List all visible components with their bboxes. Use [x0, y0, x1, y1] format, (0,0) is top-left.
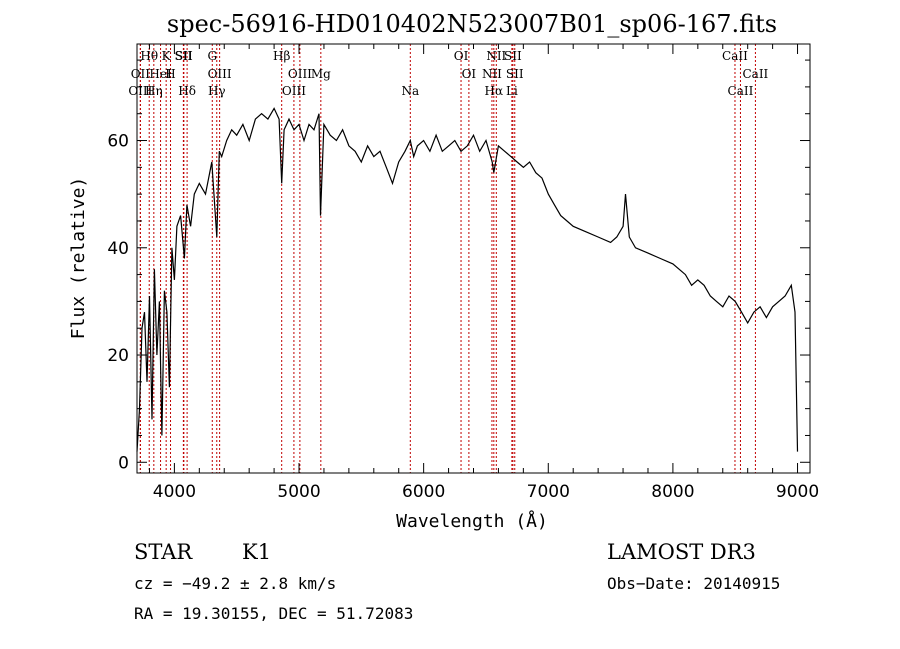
y-tick-label: 60: [107, 132, 129, 152]
y-axis-label: Flux (relative): [68, 177, 89, 340]
spectral-line-label: CaII: [722, 49, 748, 63]
spectral-line-label: Li: [506, 84, 518, 98]
spectral-line-label: Hθ: [140, 49, 158, 63]
y-tick-label: 0: [118, 453, 129, 473]
coordinates-readout: RA = 19.30155, DEC = 51.72083: [134, 604, 414, 623]
spectral-line-label: OII: [131, 67, 151, 81]
survey-name: LAMOST DR3: [607, 540, 756, 564]
spectral-line-label: Hγ: [208, 84, 226, 98]
y-tick-label: 20: [107, 346, 129, 366]
spectral-line-label: HeI: [149, 67, 172, 81]
spectral-line-label: Hβ: [273, 49, 290, 63]
spectral-line-label: OI: [462, 67, 477, 81]
spectral-line-label: K: [162, 49, 172, 63]
spectral-line-label: G: [207, 49, 217, 63]
spectral-line-label: Na: [401, 84, 419, 98]
spectral-line-label: H: [165, 67, 175, 81]
spectral-line-label: Hδ: [178, 84, 196, 98]
spectral-line-label: CaII: [728, 84, 754, 98]
spectral-line-label: SII: [175, 49, 193, 63]
spectral-line-markers: [139, 44, 756, 473]
spectral-line-label: NII: [482, 67, 502, 81]
spectral-line-label: NII: [486, 49, 506, 63]
spectral-line-label: OIII: [128, 84, 152, 98]
spectral-line-label: OI: [454, 49, 469, 63]
x-axis-label: Wavelength (Å): [396, 510, 548, 532]
spectral-line-label: Mg: [311, 67, 331, 81]
x-axis-ticks: 4000 5000 6000 7000 8000 9000: [148, 44, 819, 502]
redshift-readout: cz = −49.2 ± 2.8 km/s: [134, 574, 337, 593]
y-axis-ticks: 0 20 40 60: [107, 59, 810, 473]
spectral-line-label: SII: [504, 49, 522, 63]
spectral-line-label: SII: [506, 67, 524, 81]
x-tick-label: 5000: [277, 482, 320, 502]
spectral-line-label: CaII: [742, 67, 768, 81]
x-tick-label: 7000: [527, 482, 570, 502]
obs-date: Obs−Date: 20140915: [607, 574, 781, 593]
x-tick-label: 4000: [153, 482, 196, 502]
spectral-line-label: Hη: [145, 84, 163, 98]
spectral-line-label: Hα: [485, 84, 504, 98]
spectrum-series: [136, 107, 799, 452]
chart-title: spec-56916-HD010402N523007B01_sp06-167.f…: [167, 10, 777, 38]
x-tick-label: 6000: [402, 482, 445, 502]
spectral-line-label: OIII: [282, 84, 306, 98]
spectral-line-label: OIII: [288, 67, 312, 81]
x-tick-label: 9000: [776, 482, 819, 502]
object-subclass: K1: [242, 540, 272, 564]
spectral-line-labels: HθOIIOIIIKHeIHηSIIHHδSIIOIIIHγGOIIIOIIIH…: [128, 49, 768, 98]
plot-frame: [136, 43, 811, 474]
spectral-line-label: OIII: [208, 67, 232, 81]
x-tick-label: 8000: [651, 482, 694, 502]
object-class: STAR: [134, 540, 193, 564]
spectral-line-label: SII: [175, 49, 193, 63]
y-tick-label: 40: [107, 239, 129, 259]
